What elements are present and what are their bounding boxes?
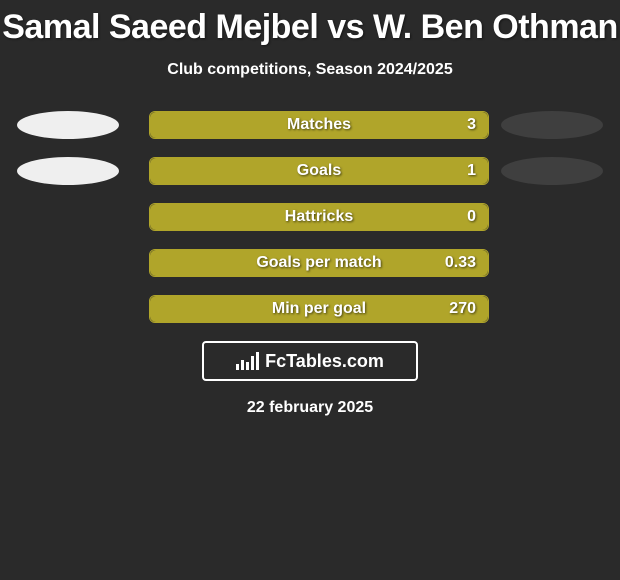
stat-row: Hattricks 0: [0, 203, 620, 231]
left-ellipse: [17, 157, 119, 185]
stat-bar: Goals per match 0.33: [149, 249, 489, 277]
right-ellipse: [501, 111, 603, 139]
subtitle: Club competitions, Season 2024/2025: [0, 61, 620, 79]
stat-bar: Hattricks 0: [149, 203, 489, 231]
bar-value: 1: [467, 162, 476, 180]
chart-icon: [236, 352, 259, 370]
bar-label: Matches: [287, 116, 351, 134]
stat-bar: Matches 3: [149, 111, 489, 139]
stat-row: Goals per match 0.33: [0, 249, 620, 277]
left-ellipse: [17, 111, 119, 139]
bar-label: Min per goal: [272, 300, 366, 318]
bar-value: 0.33: [445, 254, 476, 272]
stat-bar: Min per goal 270: [149, 295, 489, 323]
bar-value: 3: [467, 116, 476, 134]
right-ellipse: [501, 157, 603, 185]
branding-box: FcTables.com: [202, 341, 418, 381]
bar-label: Goals: [297, 162, 341, 180]
stat-rows: Matches 3 Goals 1 Hattricks 0 Goals per match 0…: [0, 111, 620, 323]
bar-value: 270: [449, 300, 476, 318]
page-title: Samal Saeed Mejbel vs W. Ben Othman: [0, 0, 620, 47]
stat-row: Min per goal 270: [0, 295, 620, 323]
stat-bar: Goals 1: [149, 157, 489, 185]
bar-value: 0: [467, 208, 476, 226]
stat-row: Matches 3: [0, 111, 620, 139]
date-text: 22 february 2025: [0, 399, 620, 417]
branding-text: FcTables.com: [265, 351, 384, 372]
stat-row: Goals 1: [0, 157, 620, 185]
bar-label: Goals per match: [256, 254, 381, 272]
bar-label: Hattricks: [285, 208, 353, 226]
